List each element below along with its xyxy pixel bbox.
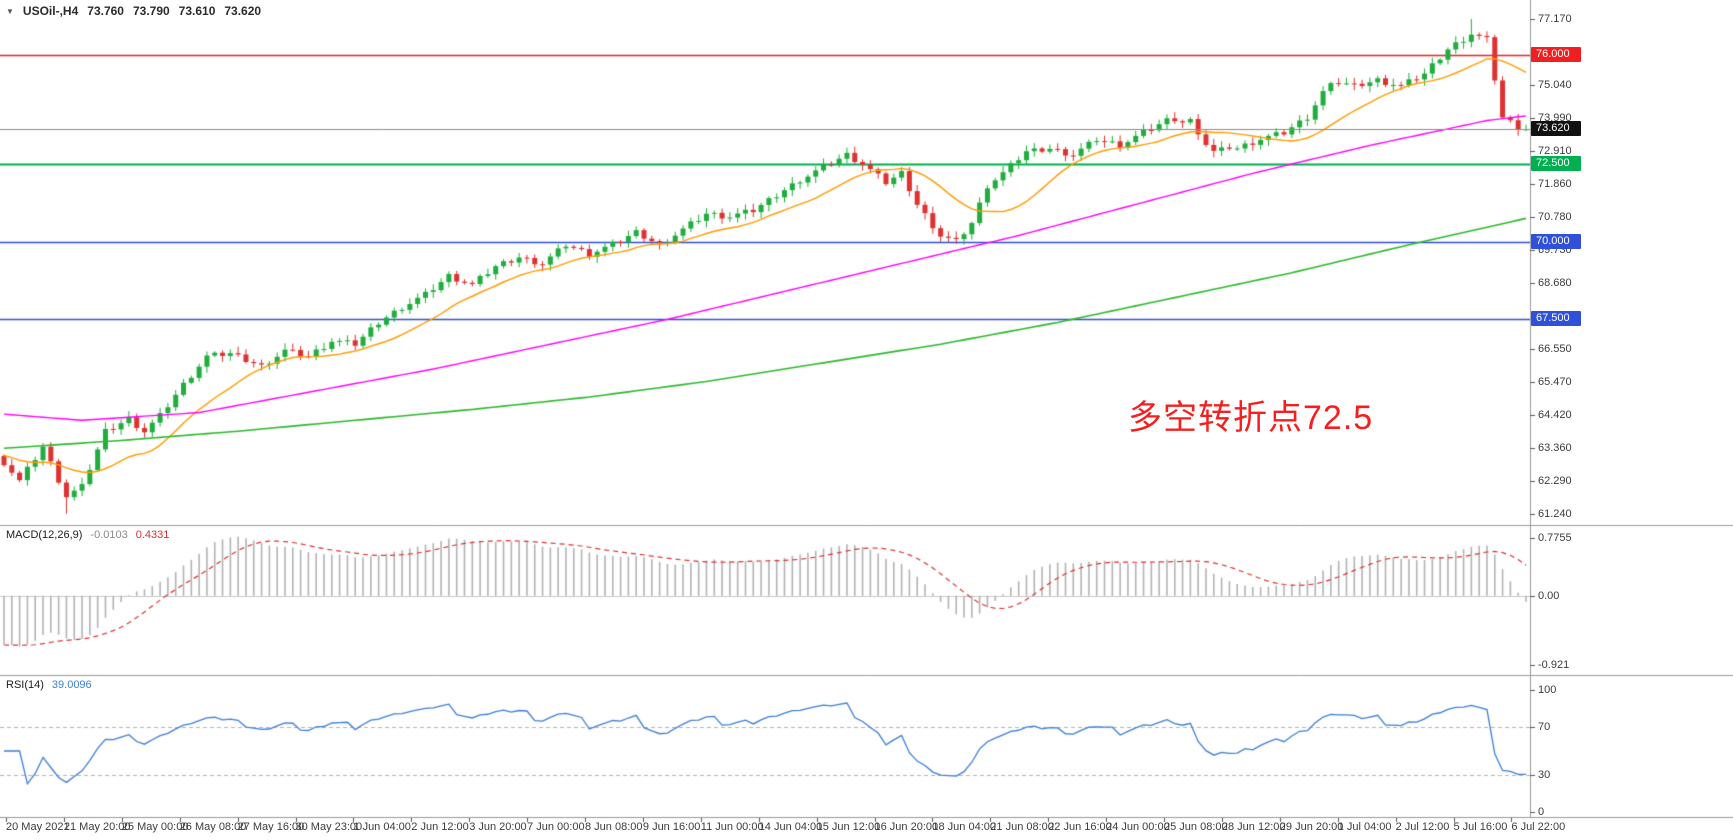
- ohlc-close: 73.620: [224, 4, 262, 18]
- symbol-marker-icon: ▼: [6, 6, 14, 16]
- ohlc-high: 73.790: [132, 4, 170, 18]
- macd-value-signal: 0.4331: [135, 529, 170, 541]
- macd-value-main: -0.0103: [90, 529, 128, 541]
- macd-label: MACD(12,26,9): [6, 529, 83, 541]
- ohlc-low: 73.610: [178, 4, 216, 18]
- rsi-label: RSI(14): [6, 679, 44, 691]
- chart-annotation: 多空转折点72.5: [1128, 399, 1374, 437]
- rsi-value: 39.0096: [51, 679, 92, 691]
- macd-header: MACD(12,26,9) -0.0103 0.4331: [6, 529, 169, 541]
- ohlc-open: 73.760: [87, 4, 124, 18]
- chart-title: ▼ USOil-,H4 73.760 73.790 73.610 73.620: [6, 4, 261, 18]
- symbol-name: USOil-,H4: [22, 4, 79, 18]
- rsi-header: RSI(14) 39.0096: [6, 679, 92, 691]
